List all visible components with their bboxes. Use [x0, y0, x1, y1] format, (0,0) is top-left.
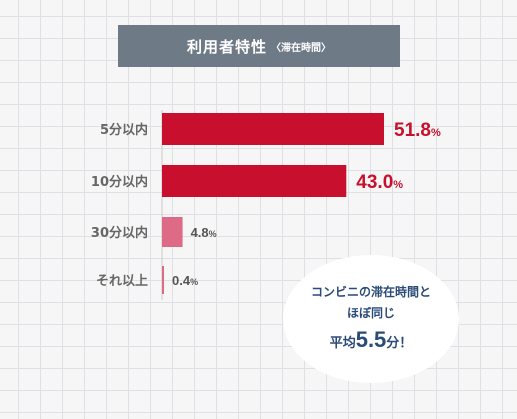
bar — [162, 217, 183, 247]
category-label: 10分以内 — [91, 174, 148, 190]
value-label: 51.8% — [394, 120, 441, 141]
chart-subtitle: 〈滞在時間〉 — [271, 42, 331, 54]
callout-prefix: 平均 — [329, 336, 356, 351]
chart-title: 利用者特性 — [186, 37, 267, 56]
bar — [162, 266, 164, 294]
callout-suffix: 分！ — [386, 336, 413, 351]
callout-number: 5.5 — [355, 327, 387, 352]
average-callout-bubble: コンビニの滞在時間と ほぼ同じ 平均5.5分！ — [283, 255, 459, 383]
callout-line-1: コンビニの滞在時間と — [310, 285, 431, 299]
value-label: 0.4% — [172, 273, 198, 288]
callout-average: 平均5.5分！ — [330, 328, 413, 356]
bar — [162, 113, 384, 145]
value-label: 4.8% — [191, 225, 217, 240]
callout-line-2: ほぼ同じ — [346, 306, 395, 320]
bar — [162, 165, 347, 197]
category-label: 5分以内 — [100, 122, 148, 138]
value-label: 43.0% — [356, 172, 403, 193]
category-label: 30分以内 — [91, 225, 148, 241]
chart-title-banner: 利用者特性 〈滞在時間〉 — [118, 25, 400, 67]
category-label: それ以上 — [96, 274, 148, 289]
